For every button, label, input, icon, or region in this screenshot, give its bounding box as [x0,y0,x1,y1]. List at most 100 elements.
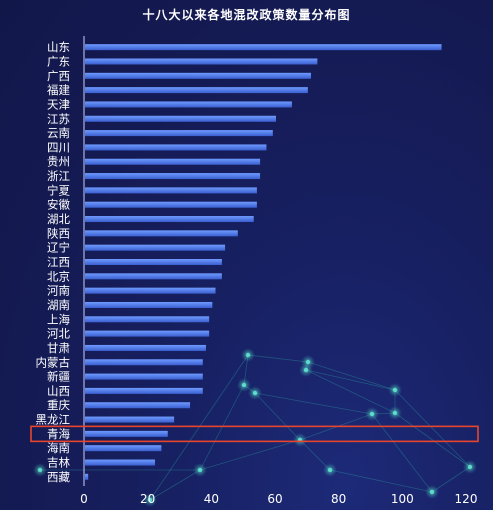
chart-title: 十八大以来各地混改政策数量分布图 [142,8,351,22]
bar [85,87,308,94]
category-labels: 山东广东广西福建天津江苏云南四川贵州浙江宁夏安徽湖北陕西辽宁江西北京河南湖南上海… [36,40,71,484]
category-label: 江西 [47,255,70,269]
bar [85,72,312,79]
network-link [307,361,396,391]
bar [85,244,226,251]
bar [85,173,261,180]
network-node [392,410,398,416]
network-link [305,369,396,414]
category-label: 广西 [47,69,70,83]
network-link [199,384,245,471]
category-label: 内蒙古 [36,355,71,369]
bar [85,230,238,237]
network-node [303,367,309,373]
network-node [369,411,375,417]
x-tick-label: 40 [204,492,219,506]
bar [85,416,175,423]
network-link [394,389,471,468]
category-label: 湖南 [47,298,70,312]
category-label: 云南 [47,126,70,140]
bar [85,445,162,452]
category-label: 安徽 [47,198,70,212]
network-node [241,382,247,388]
category-label: 山西 [47,384,70,398]
bar [85,387,203,394]
bar [85,58,318,65]
network-node [429,489,435,495]
x-tick-label: 0 [80,492,88,506]
network-node [197,467,203,473]
category-label: 广东 [47,54,70,68]
category-label: 山东 [47,40,70,54]
bar [85,273,222,280]
category-label: 新疆 [47,370,70,384]
network-node [392,387,398,393]
network-node [37,467,43,473]
bar [85,287,216,294]
network-link [199,439,301,471]
network-link [254,392,373,415]
category-label: 江苏 [47,112,70,126]
bar [85,44,442,51]
category-label: 天津 [47,97,70,111]
category-label: 陕西 [47,226,70,240]
category-label: 北京 [47,269,70,283]
bar [85,473,89,480]
network-node [467,464,473,470]
network-link [394,412,471,468]
bar [85,430,168,437]
category-label: 贵州 [47,155,70,169]
network-decoration [33,348,477,507]
network-link [305,369,396,391]
bar [85,459,156,466]
network-link [299,439,331,471]
x-tick-label: 100 [391,492,414,506]
category-label: 福建 [47,83,70,97]
category-label: 河南 [47,284,70,298]
bar [85,158,261,165]
highlight-layer [30,425,479,443]
category-label: 河北 [47,327,70,341]
category-label: 湖北 [47,212,70,226]
bar [85,316,210,323]
bars-layer [85,44,442,480]
category-label: 宁夏 [47,183,70,197]
category-label: 四川 [47,140,70,154]
bar [85,344,206,351]
bar [85,301,213,308]
network-node [327,467,333,473]
category-label: 上海 [47,312,70,326]
bar [85,130,273,137]
network-link [329,469,433,493]
bar [85,259,222,265]
x-tick-label: 60 [267,492,282,506]
network-node [252,390,258,396]
bar [85,402,191,409]
bar [85,216,254,223]
network-link [254,392,301,441]
bar [85,101,292,108]
x-tick-label: 80 [331,492,346,506]
network-link [247,354,309,363]
category-label: 浙江 [47,169,70,183]
bar [85,144,267,151]
bar [85,330,210,337]
network-link [431,466,471,493]
bar [85,115,276,122]
category-label: 辽宁 [47,241,70,255]
category-label: 青海 [47,427,70,441]
category-label: 黑龙江 [36,413,71,427]
bar [85,359,203,366]
x-tick-label: 20 [140,492,155,506]
x-tick-label: 120 [455,492,478,506]
category-label: 西藏 [47,470,70,484]
category-label: 海南 [47,441,70,455]
x-axis: 0 20 40 60 80 100 120 [80,36,477,506]
bar [85,201,257,208]
bar [85,187,257,194]
category-label: 吉林 [47,456,70,470]
network-link [149,469,201,501]
network-link [149,354,249,501]
